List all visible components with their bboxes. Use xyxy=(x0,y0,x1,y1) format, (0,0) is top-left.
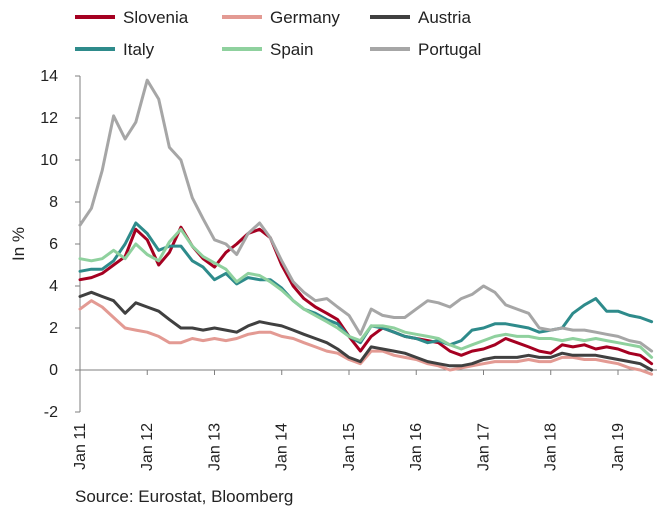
x-axis: Jan 11 Jan 12 Jan 13 Jan 14 Jan 15 Jan 16 Jan … xyxy=(72,369,657,471)
series-line-slovenia xyxy=(78,225,654,366)
source-note: Source: Eurostat, Bloomberg xyxy=(75,487,293,506)
x-tick-label: Jan 13 xyxy=(206,423,223,471)
y-tick-label: 10 xyxy=(40,152,58,169)
legend-label-portugal: Portugal xyxy=(418,40,481,59)
legend: Slovenia Germany Austria Italy Spain Portugal xyxy=(75,8,481,59)
y-tick-label: 6 xyxy=(49,236,58,253)
series-line-portugal xyxy=(78,78,654,353)
series-line-spain xyxy=(78,227,654,359)
series-line-germany xyxy=(78,299,654,376)
x-tick-label: Jan 16 xyxy=(408,423,425,471)
series-line-austria xyxy=(78,290,654,372)
legend-label-austria: Austria xyxy=(418,8,471,27)
x-tick-label: Jan 15 xyxy=(341,423,358,471)
x-tick-label: Jan 19 xyxy=(610,423,627,471)
legend-label-italy: Italy xyxy=(123,40,155,59)
x-tick-label: Jan 12 xyxy=(139,423,156,471)
series-lines xyxy=(78,78,654,376)
series-line-italy xyxy=(78,221,654,347)
x-tick-label: Jan 11 xyxy=(72,423,89,470)
legend-label-germany: Germany xyxy=(270,8,340,27)
y-tick-label: -2 xyxy=(44,404,58,421)
x-tick-label: Jan 18 xyxy=(543,423,560,471)
x-tick-label: Jan 17 xyxy=(475,423,492,471)
y-tick-label: 8 xyxy=(49,194,58,211)
y-tick-label: 4 xyxy=(49,278,58,295)
legend-label-slovenia: Slovenia xyxy=(123,8,189,27)
x-tick-label: Jan 14 xyxy=(274,423,291,471)
y-axis-title: In % xyxy=(9,227,28,261)
y-tick-label: 2 xyxy=(49,320,58,337)
y-tick-label: 12 xyxy=(40,110,58,127)
y-axis: -2 0 2 4 6 8 10 12 14 xyxy=(40,68,81,421)
y-tick-label: 14 xyxy=(40,68,58,85)
y-tick-label: 0 xyxy=(49,362,58,379)
legend-label-spain: Spain xyxy=(270,40,313,59)
